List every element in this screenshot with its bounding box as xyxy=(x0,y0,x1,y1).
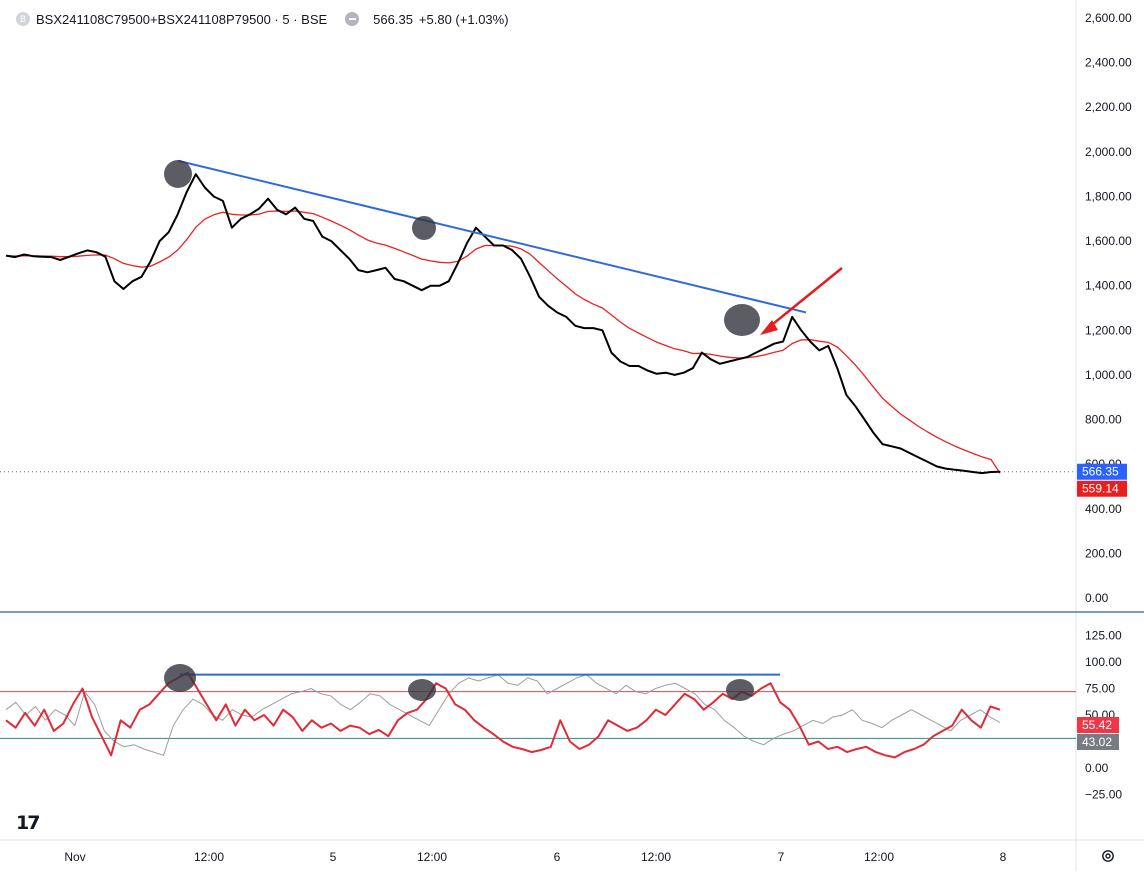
rsi-ma-badge: 43.02 xyxy=(1082,735,1112,749)
rsi-y-tick: 125.00 xyxy=(1085,628,1122,642)
x-tick-label: 12:00 xyxy=(641,850,671,864)
price-y-tick: 2,200.00 xyxy=(1085,100,1132,114)
rsi-line xyxy=(5,671,1001,759)
rsi-y-tick: 75.00 xyxy=(1085,681,1115,695)
tradingview-logo-icon[interactable]: 17 xyxy=(16,812,40,834)
price-line xyxy=(5,173,1001,475)
eye-icon[interactable] xyxy=(345,12,360,26)
rsi-highlight-circle xyxy=(164,664,196,692)
rsi-highlight-circle xyxy=(726,679,754,701)
price-y-tick: 2,400.00 xyxy=(1085,56,1132,70)
rsi-y-tick: 0.00 xyxy=(1085,761,1109,775)
last-price-value: 566.35 xyxy=(373,11,413,27)
last-price-badge: 566.35 xyxy=(1082,465,1119,479)
price-y-tick: 1,200.00 xyxy=(1085,323,1132,337)
ma-price-badge: 559.14 xyxy=(1082,482,1119,496)
x-tick-label: 5 xyxy=(330,850,337,864)
x-tick-label: 8 xyxy=(1000,850,1007,864)
price-y-tick: 0.00 xyxy=(1085,591,1109,605)
x-tick-label: 6 xyxy=(554,850,561,864)
x-tick-label: Nov xyxy=(64,850,85,864)
rsi-highlight-circle xyxy=(408,679,436,701)
price-y-tick: 2,600.00 xyxy=(1085,11,1132,25)
ma-price-badge-bg xyxy=(1077,480,1127,497)
highlight-circle xyxy=(164,160,192,188)
price-y-tick: 2,000.00 xyxy=(1085,145,1132,159)
chart-legend: B BSX241108C79500+BSX241108P79500 · 5 · … xyxy=(16,10,515,28)
trendline xyxy=(177,159,807,314)
price-y-tick: 1,400.00 xyxy=(1085,279,1132,293)
annotation-arrowhead xyxy=(760,320,778,335)
rsi-y-tick: 100.00 xyxy=(1085,655,1122,669)
x-tick-label: 12:00 xyxy=(417,850,447,864)
symbol-badge: B xyxy=(16,12,30,26)
x-tick-label: 12:00 xyxy=(864,850,894,864)
gear-icon[interactable] xyxy=(1100,848,1116,864)
price-y-tick: 800.00 xyxy=(1085,413,1122,427)
price-y-tick: 1,600.00 xyxy=(1085,234,1132,248)
highlight-circle xyxy=(412,216,436,240)
rsi-ma-line xyxy=(5,674,1001,756)
price-y-tick: 1,800.00 xyxy=(1085,189,1132,203)
price-y-tick: 200.00 xyxy=(1085,546,1122,560)
x-tick-label: 7 xyxy=(778,850,785,864)
highlight-circle xyxy=(724,304,760,336)
x-tick-label: 12:00 xyxy=(194,850,224,864)
price-change-value: +5.80 (+1.03%) xyxy=(418,11,509,27)
rsi-value-badge-bg xyxy=(1077,717,1119,733)
price-y-tick: 400.00 xyxy=(1085,502,1122,516)
symbol-title[interactable]: BSX241108C79500+BSX241108P79500 · 5 · BS… xyxy=(36,11,328,27)
price-y-tick: 1,000.00 xyxy=(1085,368,1132,382)
last-price-badge-bg xyxy=(1077,463,1127,480)
annotation-arrow xyxy=(767,267,843,329)
rsi-ma-badge-bg xyxy=(1077,734,1119,750)
rsi-value-badge: 55.42 xyxy=(1082,718,1112,732)
rsi-y-tick: −25.00 xyxy=(1085,788,1122,802)
